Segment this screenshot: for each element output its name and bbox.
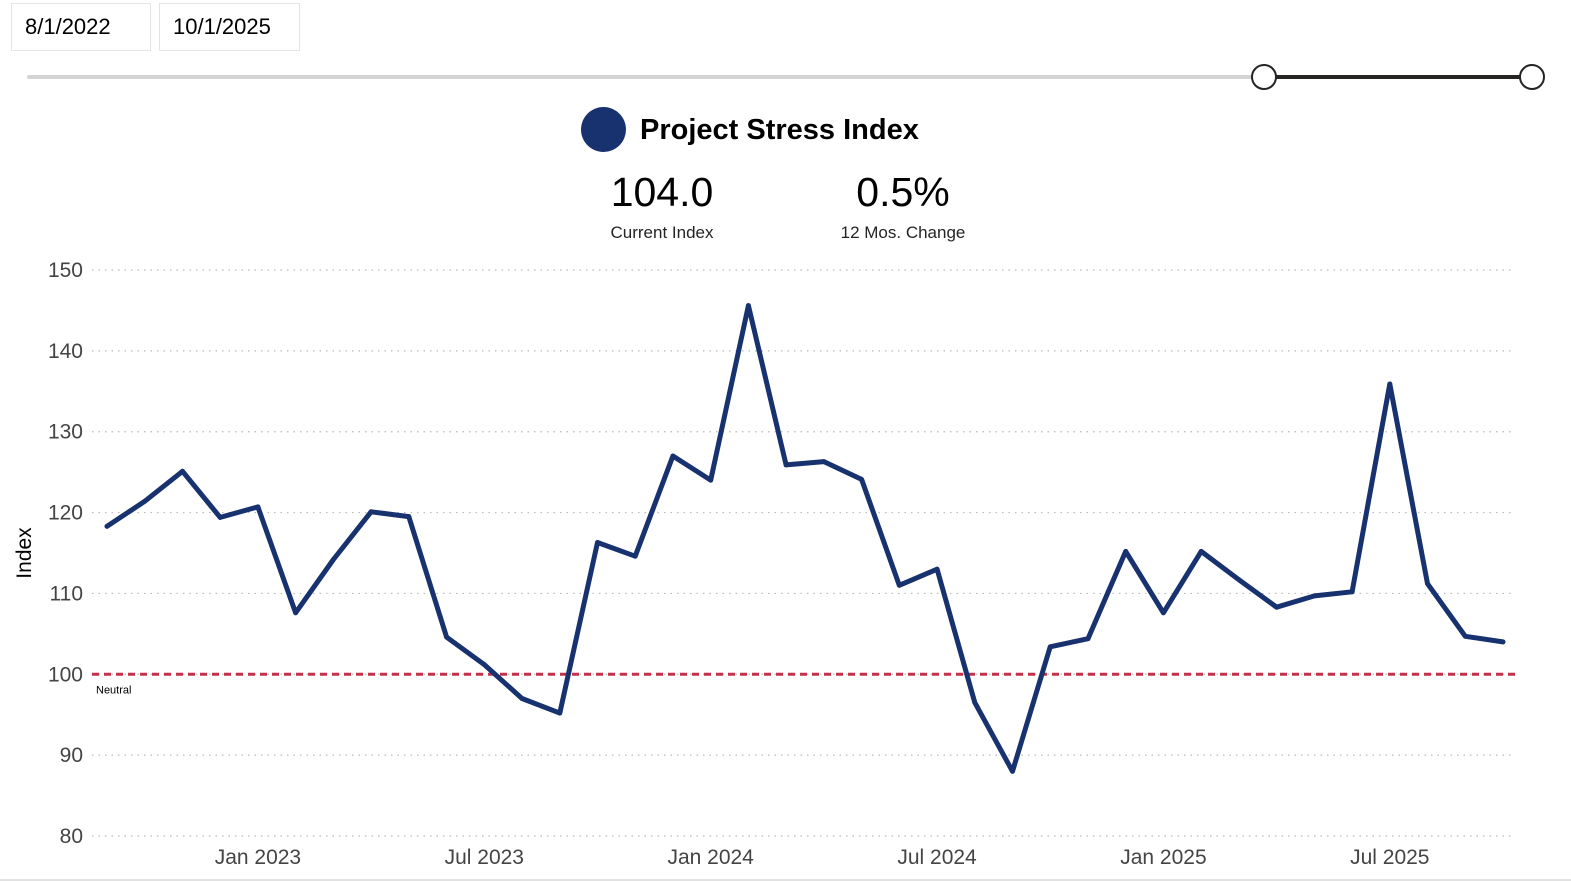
data-point <box>783 462 789 468</box>
x-tick-label: Jul 2025 <box>1350 846 1429 869</box>
data-point <box>896 582 902 588</box>
data-point <box>481 662 487 667</box>
change-value: 0.5% <box>856 169 950 215</box>
data-point <box>1123 548 1129 554</box>
data-point <box>746 303 751 308</box>
data-point <box>1198 548 1204 554</box>
series-line <box>104 303 1506 774</box>
y-tick-label: 150 <box>48 259 83 282</box>
data-point <box>180 468 185 474</box>
data-point <box>1274 604 1280 610</box>
data-point <box>293 610 299 616</box>
date-slider-track[interactable] <box>27 75 1534 79</box>
current-index-label: Current Index <box>610 223 714 242</box>
change-label: 12 Mos. Change <box>840 223 966 242</box>
data-point <box>444 634 449 640</box>
date-slider-start-handle[interactable] <box>1251 64 1277 90</box>
data-point <box>595 540 600 545</box>
data-point <box>972 700 978 705</box>
y-tick-label: 140 <box>48 340 83 363</box>
data-point <box>708 477 714 483</box>
data-point <box>670 453 676 459</box>
data-point <box>519 696 525 701</box>
data-point <box>632 553 638 559</box>
data-point <box>255 504 261 510</box>
y-axis-label: Index <box>13 527 36 579</box>
start-date-input[interactable]: 8/1/2022 <box>11 3 151 51</box>
reference-line-group: Neutral <box>92 672 1515 696</box>
data-point <box>368 509 374 515</box>
current-index-card: 104.0 Current Index <box>542 168 782 243</box>
data-point <box>1047 644 1053 650</box>
data-point <box>1349 589 1355 595</box>
y-tick-label: 100 <box>48 663 83 686</box>
x-axis-ticks: Jan 2023 Jul 2023 Jan 2024 Jul 2024 Jan 2025… <box>215 846 1430 869</box>
y-axis-ticks: 80 90 100 110 120 130 140 150 <box>48 259 83 848</box>
series-group <box>104 303 1506 774</box>
data-point <box>217 515 223 520</box>
data-point <box>142 498 148 504</box>
y-tick-label: 130 <box>48 421 83 444</box>
y-tick-label: 80 <box>60 825 83 848</box>
x-tick-label: Jul 2024 <box>897 846 977 869</box>
data-point <box>104 523 110 529</box>
y-tick-label: 110 <box>50 582 83 605</box>
x-tick-label: Jan 2025 <box>1120 846 1206 869</box>
y-tick-label: 120 <box>48 502 83 525</box>
x-tick-label: Jan 2024 <box>667 846 754 869</box>
data-point <box>1425 581 1430 587</box>
data-point <box>1462 633 1468 639</box>
neutral-reference-label: Neutral <box>96 684 131 696</box>
x-tick-label: Jan 2023 <box>215 846 301 869</box>
change-card: 0.5% 12 Mos. Change <box>783 168 1023 243</box>
data-point <box>1010 768 1015 774</box>
data-point <box>330 557 336 562</box>
data-point <box>557 710 563 716</box>
data-point <box>1085 636 1091 642</box>
end-date-input[interactable]: 10/1/2025 <box>159 3 300 51</box>
y-tick-label: 90 <box>60 744 83 767</box>
data-point <box>821 459 827 465</box>
legend-marker <box>581 107 626 152</box>
date-slider-selected-range <box>1264 75 1532 79</box>
legend-series-name: Project Stress Index <box>640 114 919 146</box>
data-point <box>934 566 940 572</box>
gridlines <box>92 269 1515 837</box>
data-point <box>1500 639 1506 645</box>
data-point <box>1161 610 1166 616</box>
x-tick-label: Jul 2023 <box>445 846 524 869</box>
data-point <box>1311 593 1317 599</box>
data-point <box>1236 577 1242 583</box>
current-index-value: 104.0 <box>610 169 714 215</box>
data-point <box>1387 381 1393 387</box>
data-point <box>859 477 864 482</box>
data-point <box>406 514 412 520</box>
date-slider-end-handle[interactable] <box>1519 64 1545 90</box>
